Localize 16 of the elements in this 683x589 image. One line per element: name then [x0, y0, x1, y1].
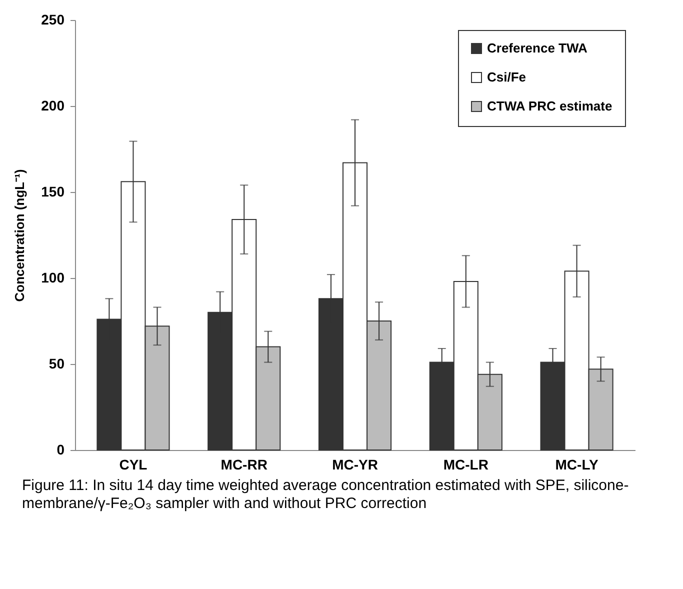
- y-tick-label: 200: [41, 98, 65, 114]
- legend-label: CTWA PRC estimate: [487, 98, 612, 114]
- x-tick-label: MC-LY: [555, 456, 599, 472]
- y-tick-label: 50: [48, 356, 65, 372]
- legend-label: Creference TWA: [487, 40, 588, 56]
- x-tick-label: MC-RR: [220, 456, 268, 472]
- y-axis-title: Concentration (ngL⁻¹): [12, 169, 28, 302]
- legend-label: Csi/Fe: [487, 70, 526, 84]
- x-tick-label: MC-YR: [332, 456, 378, 472]
- y-tick-label: 250: [41, 12, 65, 28]
- caption: Figure 11: In situ 14 day time weighted average concentration estimated with SPE, silicone-membrane/γ-Fe₂O₃ sampler with and without PRC correction: [22, 477, 630, 513]
- x-tick-label: MC-LR: [443, 456, 488, 472]
- x-tick-label: CYL: [119, 456, 148, 472]
- y-tick-label: 0: [56, 442, 65, 458]
- y-tick-label: 100: [41, 270, 65, 286]
- y-tick-label: 150: [41, 184, 65, 200]
